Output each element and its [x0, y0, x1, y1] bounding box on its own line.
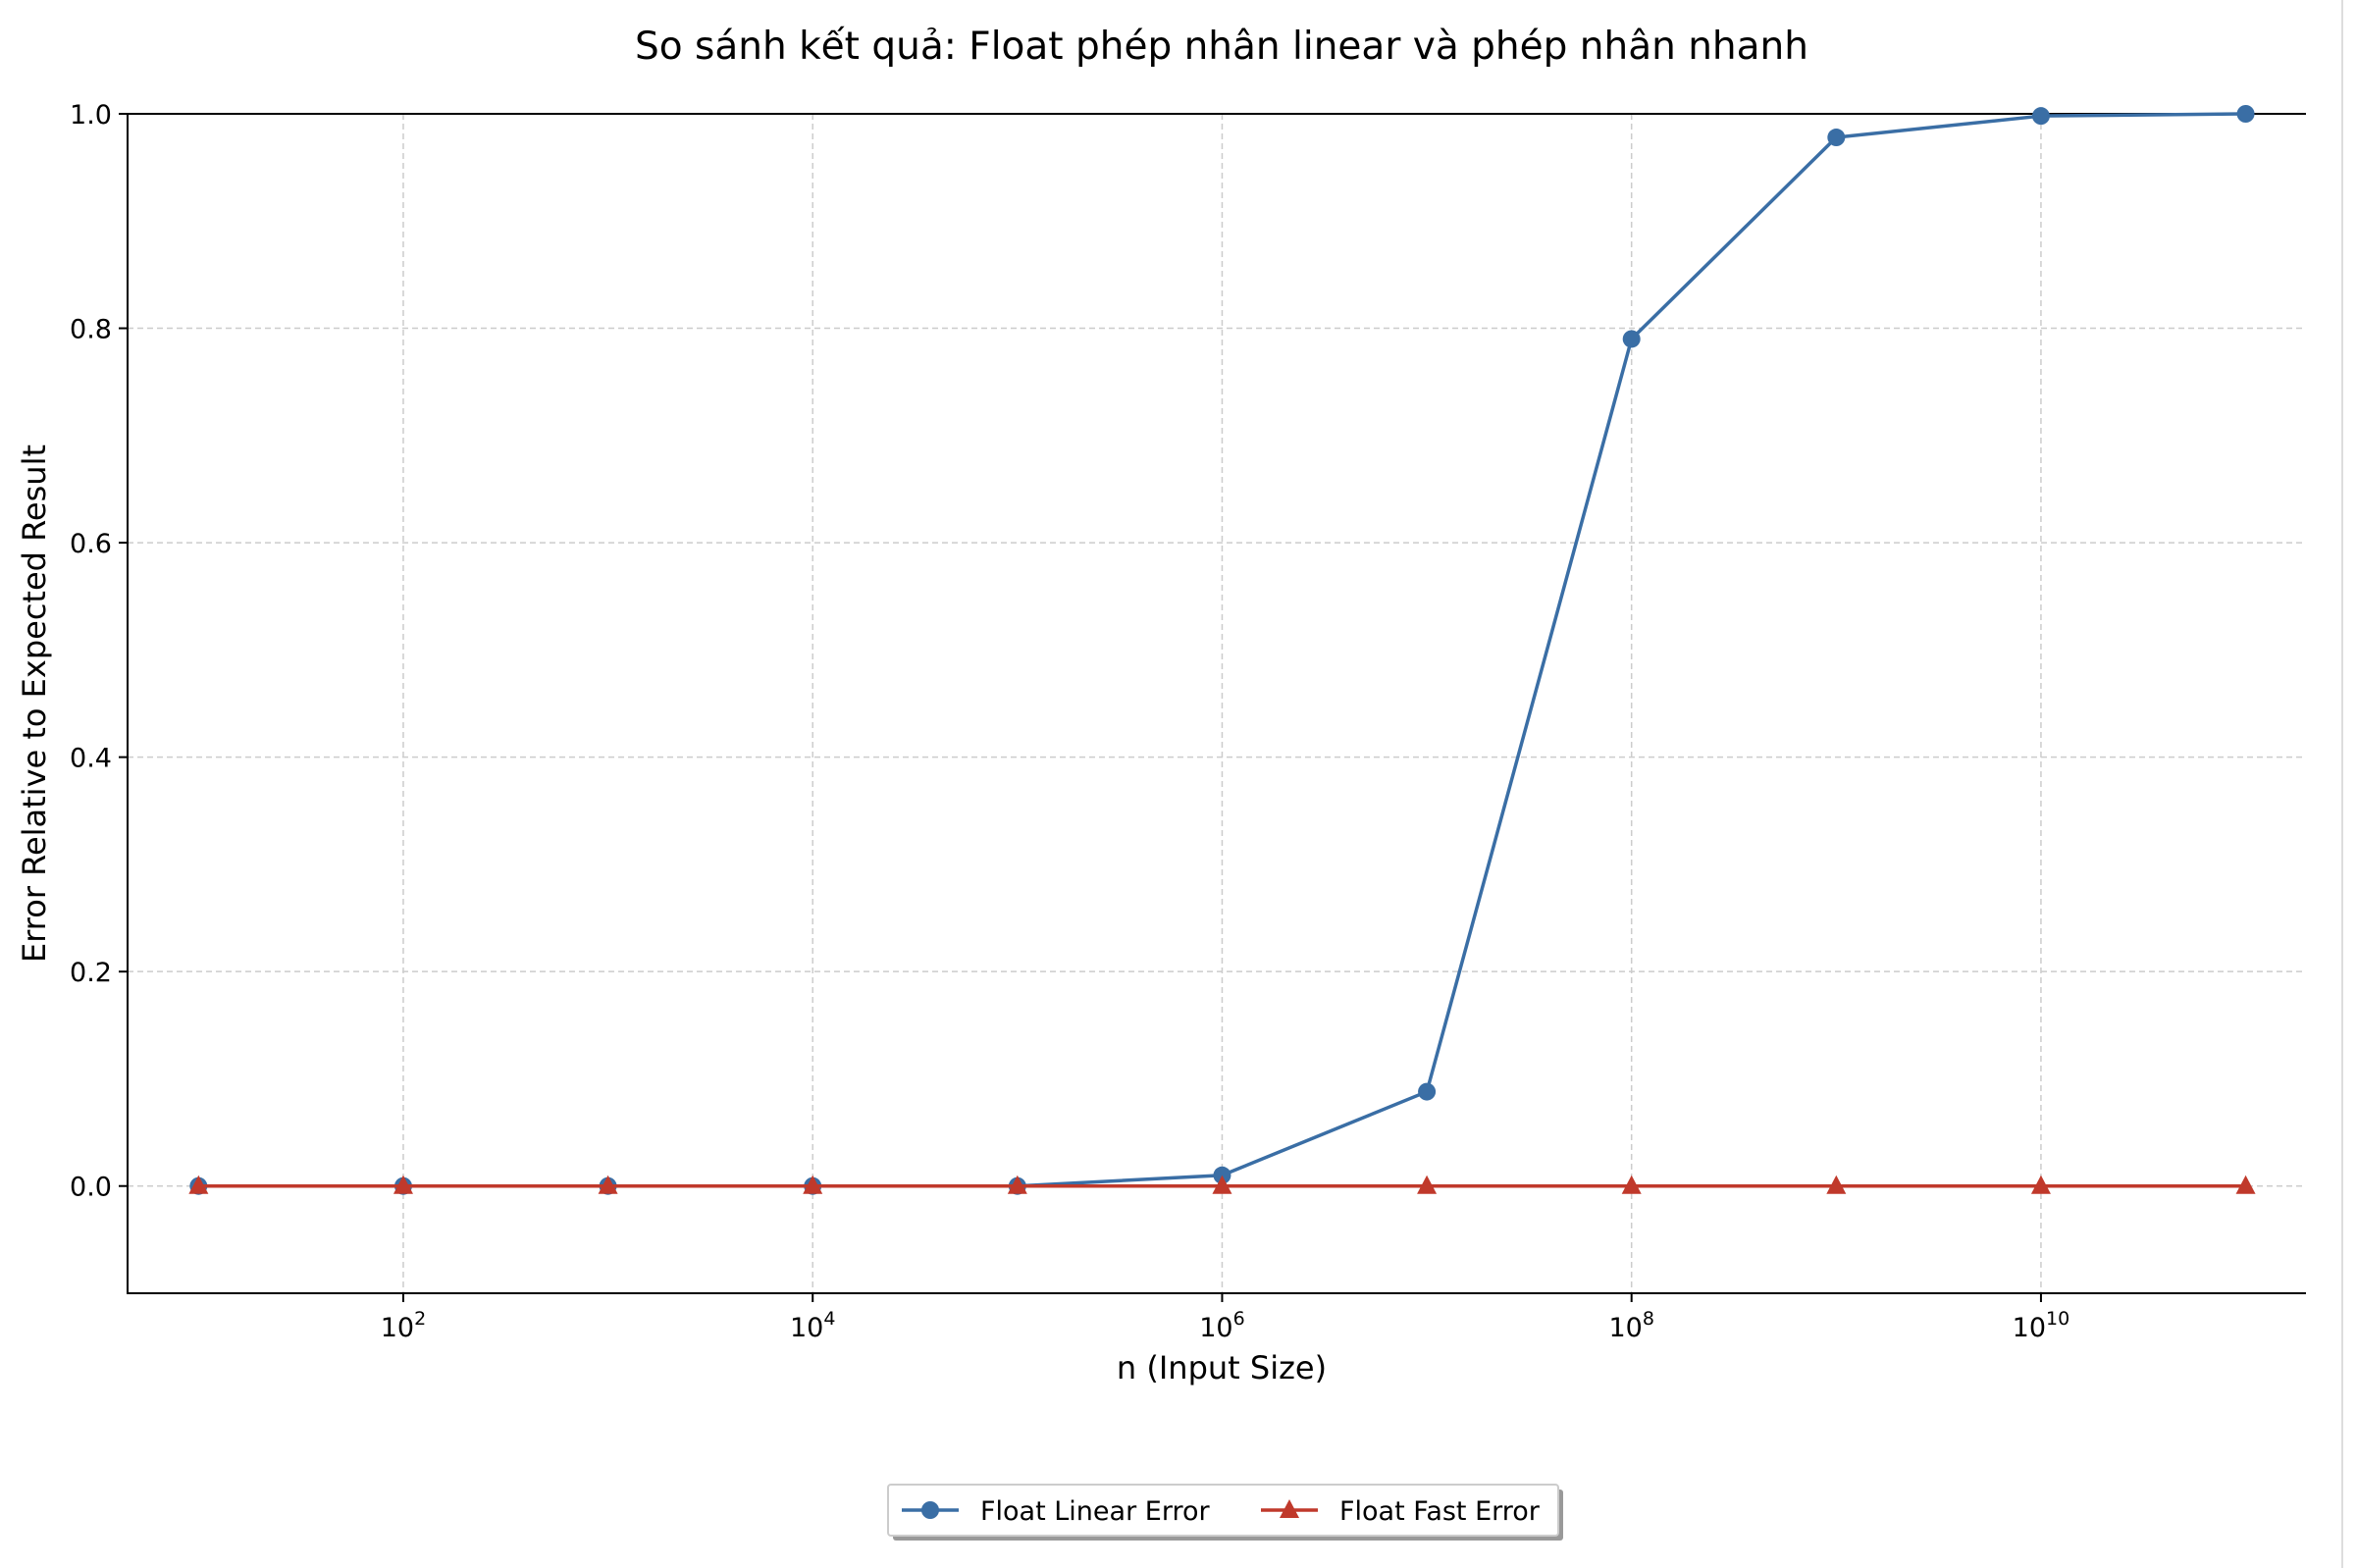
window-edge-strip	[2341, 0, 2357, 1568]
y-axis-title: Error Relative to Expected Result	[16, 444, 53, 963]
plot-area	[127, 113, 2306, 1294]
legend-swatch-marker	[1280, 1499, 1299, 1518]
legend-entry: Float Linear Error	[902, 1496, 1210, 1527]
x-tick-label: 1010	[2013, 1308, 2070, 1343]
legend-box	[887, 1484, 1559, 1537]
legend-entry: Float Fast Error	[1261, 1496, 1541, 1527]
legend-swatch-marker	[921, 1501, 939, 1519]
data-point	[1007, 1175, 1027, 1194]
data-point	[188, 1175, 209, 1194]
chart: So sánh kết quả: Float phép nhân linear …	[16, 25, 2306, 1541]
grid-lines	[128, 113, 2306, 1293]
y-tick-label: 0.0	[70, 1173, 112, 1203]
y-tick-label: 0.2	[70, 958, 112, 988]
x-tick-label: 104	[790, 1308, 835, 1343]
data-point	[1826, 1175, 1847, 1194]
data-point	[1212, 1175, 1232, 1194]
data-point	[2030, 1175, 2051, 1194]
y-tick-label: 0.8	[70, 315, 112, 345]
series-2	[188, 1175, 2256, 1194]
chart-title: So sánh kết quả: Float phép nhân linear …	[635, 25, 1808, 69]
data-point	[598, 1175, 618, 1194]
y-tick-label: 0.6	[70, 529, 112, 559]
legend: Float Linear Error Float Fast Error	[887, 1484, 1563, 1541]
y-tick-label: 1.0	[70, 100, 112, 131]
y-tick-label: 0.4	[70, 744, 112, 774]
data-point	[1621, 1175, 1642, 1194]
series-layer	[188, 105, 2256, 1195]
x-tick-label: 102	[381, 1308, 426, 1343]
x-axis-title: n (Input Size)	[1117, 1349, 1327, 1386]
data-point	[1418, 1082, 1437, 1101]
data-point	[1417, 1175, 1438, 1194]
y-axis: 0.0 0.2 0.4 0.6 0.8 1.0	[70, 100, 128, 1203]
data-point	[1827, 129, 1846, 147]
x-axis: 102 104 106 108 1010	[381, 1293, 2069, 1343]
legend-label: Float Fast Error	[1339, 1496, 1541, 1527]
legend-label: Float Linear Error	[980, 1496, 1210, 1527]
data-point	[1622, 330, 1641, 348]
data-point	[803, 1175, 823, 1194]
data-point	[2031, 107, 2050, 126]
x-tick-label: 106	[1199, 1308, 1244, 1343]
data-point	[2236, 105, 2255, 123]
data-point	[393, 1175, 413, 1194]
x-tick-label: 108	[1608, 1308, 1653, 1343]
data-point	[2235, 1175, 2256, 1194]
